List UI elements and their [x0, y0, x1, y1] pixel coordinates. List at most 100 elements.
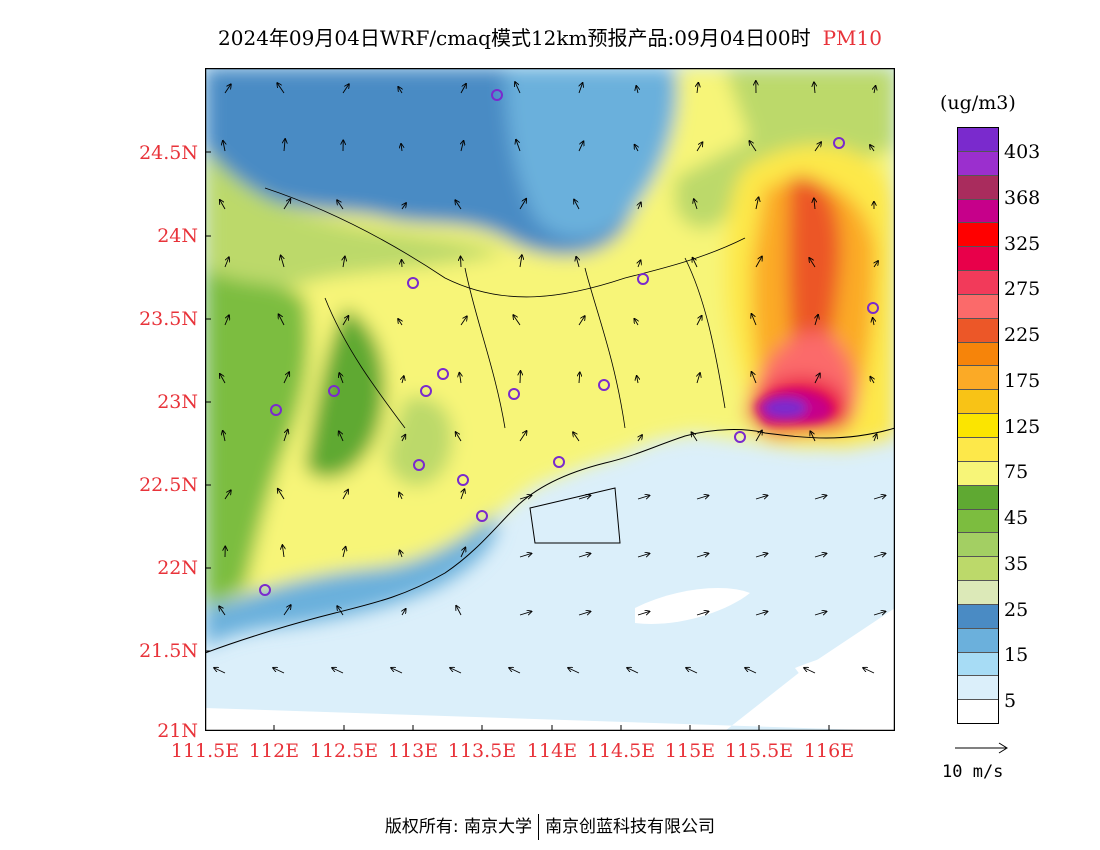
station-marker: [259, 584, 271, 596]
colorbar-segment: [958, 437, 998, 462]
lon-label-111.5: 111.5E: [170, 740, 240, 762]
wind-arrow: [283, 199, 290, 210]
wind-arrow: [810, 431, 816, 442]
wind-arrow: [745, 668, 757, 674]
wind-arrow: [391, 668, 403, 674]
wind-arrow: [870, 377, 874, 384]
wind-arrow: [459, 373, 461, 384]
colorbar-segment: [958, 247, 998, 272]
wind-arrow: [402, 609, 406, 616]
wind-arrow: [814, 495, 826, 500]
colorbar-segment: [958, 366, 998, 391]
colorbar-segment: [958, 652, 998, 677]
wind-arrow: [578, 611, 590, 616]
pollutant-label: PM10: [822, 26, 882, 50]
wind-arrow: [873, 318, 874, 326]
wind-arrow: [874, 434, 877, 442]
wind-arrow: [461, 489, 464, 500]
colorbar-segment: [958, 628, 998, 653]
wind-arrow: [637, 611, 649, 616]
clean-patch: [795, 638, 895, 708]
colorbar-tick-225: 225: [1004, 324, 1041, 346]
wind-arrow: [224, 315, 229, 326]
map-border: [205, 68, 895, 731]
station-marker: [491, 89, 503, 101]
wind-arrow: [636, 86, 638, 94]
station-marker: [328, 385, 340, 397]
wind-arrow: [398, 319, 402, 326]
colorbar-segment: [958, 294, 998, 319]
wind-arrow: [219, 606, 226, 616]
colorbar-unit: (ug/m3): [940, 92, 1016, 114]
wind-arrow: [460, 316, 467, 326]
colorbar-tick-45: 45: [1004, 507, 1029, 529]
wind-arrow: [402, 376, 404, 384]
station-marker: [867, 302, 879, 314]
wind-arrow: [402, 203, 406, 210]
colorbar-segment: [958, 199, 998, 224]
axis-ticks: [205, 151, 830, 731]
wind-arrow: [751, 314, 757, 326]
station-marker: [508, 388, 520, 400]
wind-arrow: [755, 431, 762, 442]
coastline: [205, 427, 895, 654]
wind-arrow: [634, 319, 638, 326]
west-green: [205, 268, 309, 608]
wind-arrow: [638, 260, 641, 268]
wind-arrow: [578, 495, 590, 500]
wind-arrow: [342, 316, 348, 326]
wind-arrow: [342, 490, 348, 500]
wind-arrow: [224, 490, 231, 500]
pm10-concentration-map: [205, 68, 895, 731]
wind-arrow: [696, 142, 702, 152]
colorbar-segment: [958, 604, 998, 629]
colorbar-tick-175: 175: [1004, 370, 1041, 392]
green-band-ne: [725, 68, 895, 218]
wind-arrow: [284, 139, 285, 152]
wind-arrow: [343, 547, 346, 558]
wind-arrow: [278, 489, 285, 500]
wind-arrow: [399, 493, 402, 500]
wind-arrow: [755, 611, 767, 616]
wind-arrow: [637, 376, 638, 384]
wind-arrow: [283, 605, 291, 616]
colorbar-segment: [958, 557, 998, 582]
wind-arrow: [509, 668, 521, 674]
wind-arrow: [332, 668, 344, 674]
wind-scale-arrow: [955, 742, 1008, 754]
station-marker: [420, 385, 432, 397]
station-marker: [598, 379, 610, 391]
colorbar-tick-275: 275: [1004, 278, 1041, 300]
wind-arrow: [273, 668, 285, 674]
wind-arrow: [282, 545, 284, 558]
wind-arrow: [277, 83, 285, 94]
wind-arrow: [461, 141, 464, 152]
colorbar-tick-75: 75: [1004, 461, 1029, 483]
wind-arrow: [874, 261, 878, 268]
wind-arrow: [516, 140, 521, 152]
wind-arrow: [343, 257, 345, 268]
wind-arrow: [520, 255, 522, 268]
colorbar-segment: [958, 151, 998, 176]
colorbar-segment: [958, 342, 998, 367]
coastal-low: [205, 513, 497, 648]
wind-arrow: [686, 668, 698, 674]
green-band: [205, 148, 505, 308]
station-marker: [413, 459, 425, 471]
lon-label-114.5: 114.5E: [586, 740, 656, 762]
wind-arrow: [755, 257, 762, 268]
wind-arrow: [873, 495, 885, 500]
lon-label-116: 116E: [803, 740, 855, 762]
lat-label-22: 22N: [157, 557, 198, 579]
lat-label-23.5: 23.5N: [139, 308, 198, 330]
wind-arrow: [814, 611, 826, 616]
wind-arrow: [751, 372, 757, 384]
wind-arrow: [574, 200, 580, 210]
wind-arrow: [635, 145, 638, 152]
colorbar-segment: [958, 128, 998, 152]
wind-arrow: [339, 431, 344, 442]
wind-arrow: [756, 197, 759, 210]
wind-arrow: [814, 553, 826, 558]
wind-arrow: [398, 87, 402, 94]
chart-title: 2024年09月04日WRF/cmaq模式12km预报产品:09月04日00时 P…: [0, 22, 1100, 51]
